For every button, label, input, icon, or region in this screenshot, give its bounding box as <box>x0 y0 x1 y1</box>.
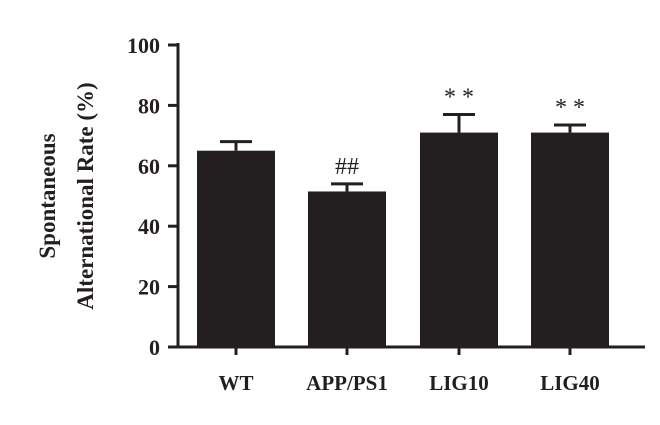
y-tick-label-40: 40 <box>138 214 160 239</box>
annotation-lig10: * * <box>444 84 474 110</box>
y-tick-label-60: 60 <box>138 154 160 179</box>
y-tick-label-0: 0 <box>149 335 160 360</box>
bar-lig10 <box>420 132 498 347</box>
x-tick-label-wt: WT <box>218 371 253 395</box>
annotation-app-ps1: ## <box>335 154 359 180</box>
bar-app-ps1 <box>308 191 386 347</box>
y-axis-title-line-1: Spontaneous <box>35 133 60 258</box>
y-tick-label-100: 100 <box>127 33 160 58</box>
axes-group: WT APP/PS1 LIG10 LIG40 0 20 40 60 80 100 <box>127 33 645 395</box>
x-tick-label-lig10: LIG10 <box>429 371 489 395</box>
bars-group: ## * * * * <box>197 84 609 347</box>
x-tick-label-lig40: LIG40 <box>540 371 600 395</box>
y-axis-title: Spontaneous Alternational Rate (%) <box>35 82 98 309</box>
x-tick-label-app-ps1: APP/PS1 <box>306 371 388 395</box>
bar-wt <box>197 150 275 347</box>
annotation-lig40: * * <box>555 95 585 121</box>
y-axis-title-line-2: Alternational Rate (%) <box>73 82 98 309</box>
y-tick-label-20: 20 <box>138 275 160 300</box>
y-tick-label-80: 80 <box>138 93 160 118</box>
bar-lig40 <box>531 132 609 347</box>
